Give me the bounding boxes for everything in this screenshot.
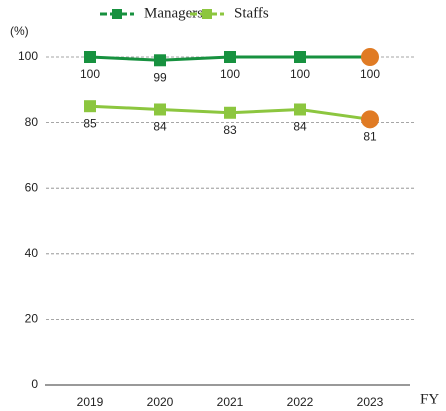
data-label: 84: [293, 120, 307, 134]
data-label: 84: [153, 120, 167, 134]
x-tick-label: 2021: [217, 395, 244, 409]
data-label: 99: [153, 70, 167, 84]
point-marker: [224, 51, 236, 63]
y-axis-label: (%): [10, 24, 29, 38]
legend-marker: [202, 9, 212, 19]
point-marker: [154, 103, 166, 116]
x-tick-label: 2023: [357, 395, 384, 409]
point-marker: [154, 54, 166, 67]
y-tick-label: 20: [25, 312, 39, 326]
legend-label: Staffs: [234, 5, 269, 21]
data-label: 100: [360, 67, 380, 81]
data-label: 100: [290, 67, 310, 81]
point-marker: [84, 100, 96, 113]
point-marker: [84, 51, 96, 63]
x-tick-label: 2020: [147, 395, 174, 409]
point-marker: [224, 106, 236, 119]
y-tick-label: 100: [18, 49, 38, 63]
legend-label: Managers: [144, 5, 203, 21]
point-marker: [294, 51, 306, 63]
x-tick-label: 2019: [77, 395, 104, 409]
x-axis-label: FY: [420, 391, 439, 407]
legend-marker: [112, 9, 122, 19]
data-label: 85: [83, 116, 97, 130]
highlight-point: [361, 110, 379, 129]
y-tick-label: 60: [25, 180, 39, 194]
data-label: 83: [223, 123, 237, 137]
point-marker: [294, 103, 306, 116]
y-tick-label: 80: [25, 115, 39, 129]
y-tick-label: 40: [25, 246, 39, 260]
data-label: 100: [80, 67, 100, 81]
x-tick-label: 2022: [287, 395, 314, 409]
data-label: 100: [220, 67, 240, 81]
highlight-point: [361, 48, 379, 66]
data-label: 81: [363, 129, 377, 143]
y-tick-label: 0: [31, 377, 38, 391]
